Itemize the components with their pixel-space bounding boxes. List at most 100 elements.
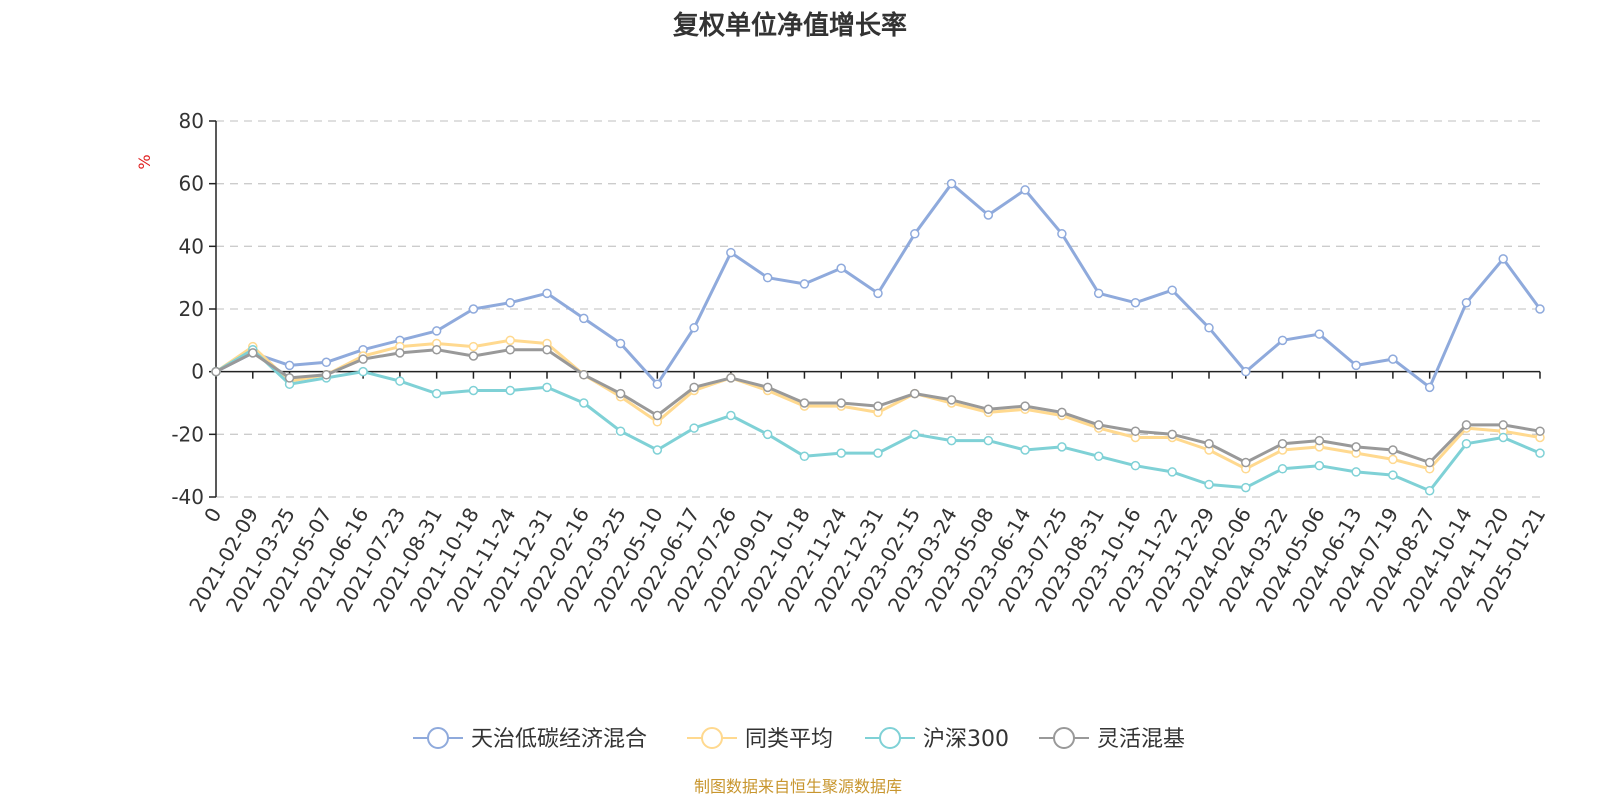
data-point xyxy=(1388,470,1398,480)
data-point xyxy=(431,326,442,336)
series-3 xyxy=(211,344,1545,468)
data-source-note: 制图数据来自恒生聚源数据库 xyxy=(694,777,902,796)
data-point xyxy=(579,370,589,380)
y-tick-label: -20 xyxy=(171,422,204,446)
y-axis-unit: % xyxy=(135,154,154,169)
data-point xyxy=(431,388,442,399)
data-point xyxy=(910,429,920,440)
data-point xyxy=(284,360,295,371)
data-point xyxy=(1204,479,1214,490)
legend-item[interactable]: 同类平均 xyxy=(687,727,833,752)
data-point xyxy=(1277,335,1288,346)
y-tick-label: 60 xyxy=(179,172,204,196)
data-point xyxy=(799,451,810,462)
data-point xyxy=(1167,467,1177,477)
data-point xyxy=(579,313,589,324)
data-point xyxy=(1204,323,1214,333)
data-point xyxy=(1461,438,1472,449)
data-point xyxy=(358,366,368,377)
legend[interactable]: 天治低碳经济混合 同类平均 沪深300 灵活混基 xyxy=(413,727,1185,752)
data-point xyxy=(873,401,883,411)
data-point xyxy=(1461,297,1472,308)
data-point xyxy=(1093,451,1104,462)
series-2 xyxy=(211,344,1545,496)
series-line xyxy=(215,348,1541,493)
data-point xyxy=(1388,445,1398,455)
data-point xyxy=(468,385,479,396)
data-point xyxy=(946,435,957,446)
data-point xyxy=(726,247,736,258)
data-point xyxy=(1093,420,1104,430)
data-point xyxy=(615,338,626,349)
legend-marker-icon xyxy=(701,727,723,749)
legend-item[interactable]: 沪深300 xyxy=(865,727,1009,752)
legend-item[interactable]: 天治低碳经济混合 xyxy=(413,727,647,752)
legend-marker-icon xyxy=(879,727,901,749)
data-point xyxy=(652,379,663,389)
data-point xyxy=(468,341,479,352)
data-point xyxy=(836,448,846,458)
legend-marker-icon xyxy=(427,727,449,749)
data-point xyxy=(1351,442,1361,452)
data-point xyxy=(1020,185,1030,195)
data-point xyxy=(799,279,810,289)
data-point xyxy=(1277,438,1288,449)
y-tick-label: 20 xyxy=(179,297,204,321)
data-point xyxy=(1241,482,1251,493)
data-point xyxy=(1277,464,1288,474)
data-point xyxy=(615,426,626,436)
legend-label: 沪深300 xyxy=(923,727,1009,752)
data-point xyxy=(1057,229,1067,239)
data-point xyxy=(726,373,736,383)
data-point xyxy=(542,344,552,355)
data-point xyxy=(505,385,515,396)
data-point xyxy=(1314,329,1325,339)
data-point xyxy=(1314,460,1325,471)
x-axis-ticks: 02021-02-092021-03-252021-05-072021-06-1… xyxy=(184,371,1550,616)
data-point xyxy=(983,435,994,446)
data-point xyxy=(946,178,957,189)
data-point xyxy=(873,288,883,299)
data-point xyxy=(1057,407,1067,418)
data-point xyxy=(689,323,699,333)
data-point xyxy=(1020,401,1030,411)
data-point xyxy=(689,382,699,393)
data-point xyxy=(689,423,699,433)
data-point xyxy=(1351,467,1361,477)
data-point xyxy=(1535,304,1545,314)
data-point xyxy=(1461,420,1472,430)
data-point xyxy=(1093,288,1104,299)
data-point xyxy=(762,272,773,283)
data-point xyxy=(1241,457,1251,468)
data-point xyxy=(468,304,479,314)
legend-item[interactable]: 灵活混基 xyxy=(1039,727,1185,752)
grid xyxy=(216,120,1540,498)
data-point xyxy=(321,370,332,380)
data-point xyxy=(1535,426,1545,436)
data-point xyxy=(505,297,515,308)
x-tick-label: 0 xyxy=(199,504,226,527)
data-point xyxy=(1167,429,1177,440)
data-point xyxy=(946,395,957,405)
legend-label: 天治低碳经济混合 xyxy=(471,727,647,752)
data-point xyxy=(505,335,515,346)
data-point xyxy=(1057,442,1067,452)
data-point xyxy=(1424,485,1435,496)
data-point xyxy=(1204,438,1214,449)
data-point xyxy=(468,351,479,361)
data-point xyxy=(1498,432,1508,443)
y-tick-label: 40 xyxy=(179,234,204,258)
data-point xyxy=(321,357,332,368)
data-point xyxy=(505,344,515,355)
data-point xyxy=(652,445,663,455)
legend-marker-icon xyxy=(1053,727,1075,749)
data-point xyxy=(726,410,736,421)
data-point xyxy=(542,382,552,393)
data-point xyxy=(762,382,773,393)
data-point xyxy=(1130,460,1141,471)
data-point xyxy=(1498,254,1508,264)
series-0 xyxy=(211,178,1545,393)
y-tick-label: 80 xyxy=(179,109,204,133)
data-point xyxy=(395,348,405,358)
series-lines xyxy=(211,178,1545,496)
